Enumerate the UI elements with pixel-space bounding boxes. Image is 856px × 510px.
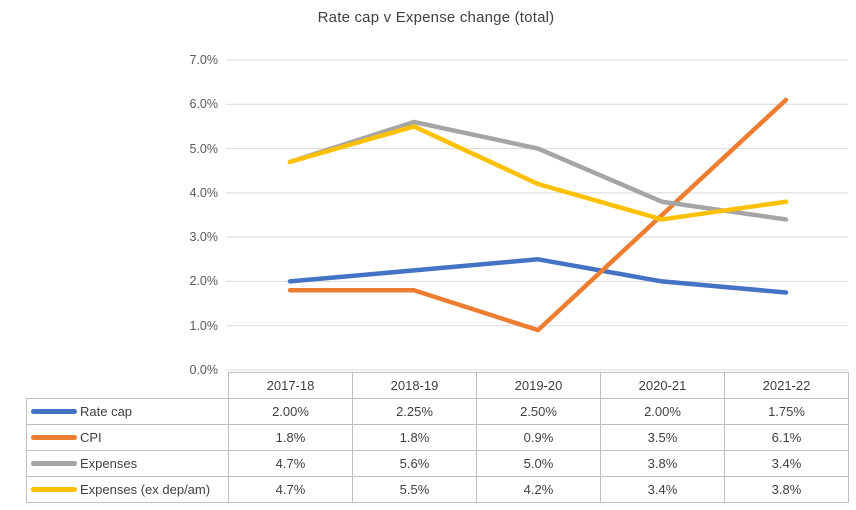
y-tick-label: 1.0% (189, 318, 219, 333)
table-row: CPI 1.8% 1.8% 0.9% 3.5% 6.1% (26, 424, 849, 451)
series-name-cell: CPI (26, 424, 229, 451)
value-cell: 5.5% (352, 476, 477, 503)
y-tick-label: 5.0% (189, 141, 219, 156)
series-name-label: Expenses (80, 456, 138, 471)
value-cell: 5.6% (352, 450, 477, 477)
legend-key-icon (31, 487, 77, 492)
y-tick-label: 6.0% (189, 97, 219, 112)
value-cell: 1.8% (352, 424, 477, 451)
series-name-label: Expenses (ex dep/am) (80, 482, 211, 497)
series-line-1 (287, 97, 789, 333)
table-row: Rate cap 2.00% 2.25% 2.50% 2.00% 1.75% (26, 398, 849, 425)
table-row: Expenses 4.7% 5.6% 5.0% 3.8% 3.4% (26, 450, 849, 477)
value-cell: 4.7% (228, 450, 353, 477)
series-name-cell: Expenses (26, 450, 229, 477)
table-row: Expenses (ex dep/am) 4.7% 5.5% 4.2% 3.4% 3.8% (26, 476, 849, 503)
data-table: 2017-18 2018-19 2019-20 2020-21 2021-22 Rate … (26, 372, 849, 503)
y-tick-label: 3.0% (189, 230, 219, 245)
value-cell: 4.7% (228, 476, 353, 503)
table-header-row: 2017-18 2018-19 2019-20 2020-21 2021-22 (27, 372, 849, 399)
category-header-cell: 2019-20 (476, 372, 601, 399)
category-header-cell: 2021-22 (724, 372, 849, 399)
y-tick-label: 0.0% (189, 363, 219, 377)
y-tick-label: 7.0% (189, 53, 219, 67)
series-line-3 (287, 124, 789, 222)
value-cell: 4.2% (476, 476, 601, 503)
value-cell: 1.8% (228, 424, 353, 451)
series-line-0 (287, 257, 789, 295)
value-cell: 0.9% (476, 424, 601, 451)
value-cell: 2.00% (600, 398, 725, 425)
series-name-label: Rate cap (80, 404, 133, 419)
table-corner-cell (27, 373, 229, 399)
value-cell: 2.50% (476, 398, 601, 425)
legend-key-icon (31, 435, 77, 440)
series-name-label: CPI (80, 430, 102, 445)
value-cell: 2.25% (352, 398, 477, 425)
value-cell: 6.1% (724, 424, 849, 451)
value-cell: 3.5% (600, 424, 725, 451)
chart-title: Rate cap v Expense change (total) (317, 9, 555, 26)
category-header-cell: 2018-19 (352, 372, 477, 399)
series-line-2 (287, 119, 789, 222)
value-cell: 1.75% (724, 398, 849, 425)
series-name-cell: Expenses (ex dep/am) (26, 476, 229, 503)
value-cell: 2.00% (228, 398, 353, 425)
series-name-cell: Rate cap (26, 398, 229, 425)
y-tick-label: 4.0% (189, 185, 219, 200)
value-cell: 3.8% (600, 450, 725, 477)
legend-key-icon (31, 409, 77, 414)
category-header-cell: 2020-21 (600, 372, 725, 399)
category-header-cell: 2017-18 (228, 372, 353, 399)
y-tick-label: 2.0% (189, 274, 219, 289)
value-cell: 5.0% (476, 450, 601, 477)
value-cell: 3.8% (724, 476, 849, 503)
legend-key-icon (31, 461, 77, 466)
value-cell: 3.4% (724, 450, 849, 477)
value-cell: 3.4% (600, 476, 725, 503)
